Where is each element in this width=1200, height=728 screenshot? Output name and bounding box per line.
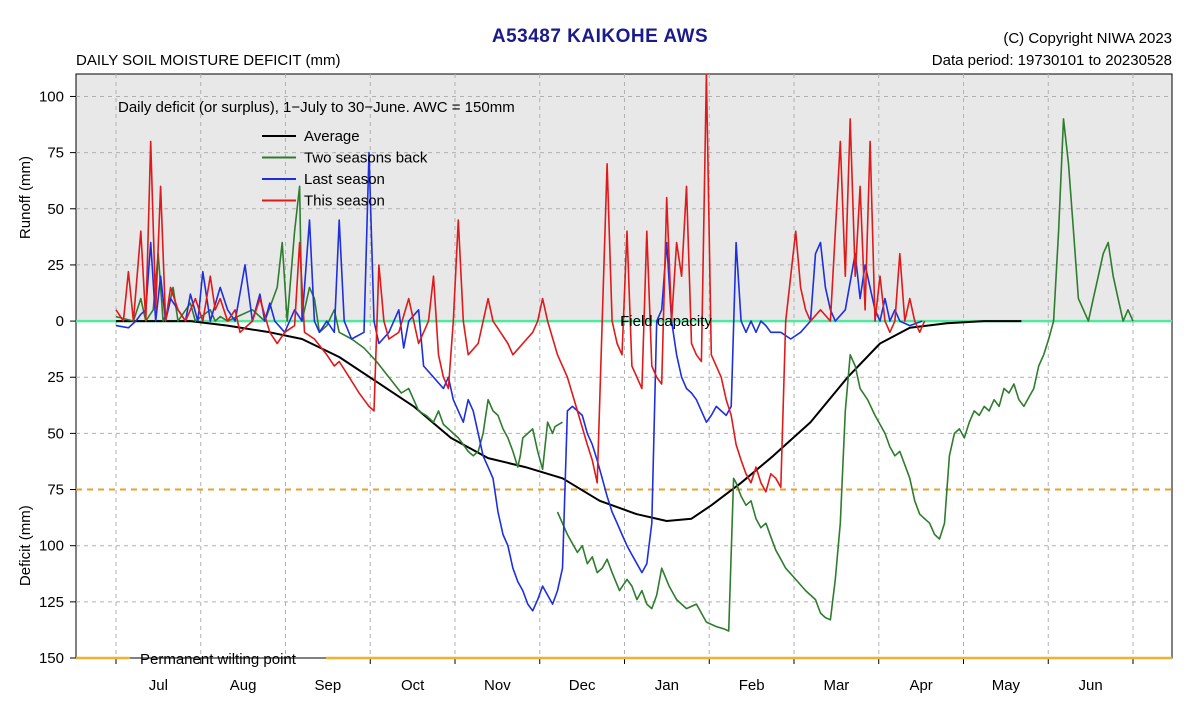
legend-label: Two seasons back [304,150,428,167]
x-tick-label: Sep [315,677,342,694]
x-tick-label: Jul [149,677,168,694]
field-capacity-label: Field capacity [620,313,712,330]
chart-note: Daily deficit (or surplus), 1−July to 30… [118,99,515,116]
y-tick-label: 0 [56,313,64,330]
x-tick-label: Oct [401,677,425,694]
y-tick-label: 75 [47,482,64,499]
legend-label: Last season [304,171,385,188]
series-line-average [116,320,1022,522]
y-tick-label: 100 [39,538,64,555]
x-tick-label: Mar [823,677,849,694]
y-tick-label: 125 [39,594,64,611]
x-tick-label: Feb [739,677,765,694]
series-line-last-season [115,151,923,612]
y-axis-label-runoff: Runoff (mm) [17,156,34,239]
x-tick-label: Dec [569,677,596,694]
x-tick-label: May [992,677,1021,694]
y-tick-label: 25 [47,369,64,386]
data-period-text: Data period: 19730101 to 20230528 [931,52,1172,69]
chart-title: A53487 KAIKOHE AWS [491,26,709,47]
series-line-two-seasons-back [115,118,1134,632]
wilting-point-label: Permanent wilting point [140,651,297,668]
y-tick-label: 25 [47,257,64,274]
legend-label: Average [304,128,360,145]
y-tick-label: 150 [39,650,64,667]
chart-subtitle: DAILY SOIL MOISTURE DEFICIT (mm) [76,52,341,69]
x-tick-label: Jun [1079,677,1103,694]
series-line-this-season [115,73,926,493]
legend-label: This season [304,193,385,210]
y-tick-label: 100 [39,88,64,105]
x-tick-label: Nov [484,677,511,694]
copyright-text: (C) Copyright NIWA 2023 [1003,30,1172,47]
y-tick-label: 50 [47,201,64,218]
x-tick-label: Aug [230,677,257,694]
y-tick-label: 75 [47,145,64,162]
x-tick-label: Apr [909,677,932,694]
y-axis-label-deficit: Deficit (mm) [17,505,34,586]
x-tick-label: Jan [655,677,679,694]
y-tick-label: 50 [47,425,64,442]
